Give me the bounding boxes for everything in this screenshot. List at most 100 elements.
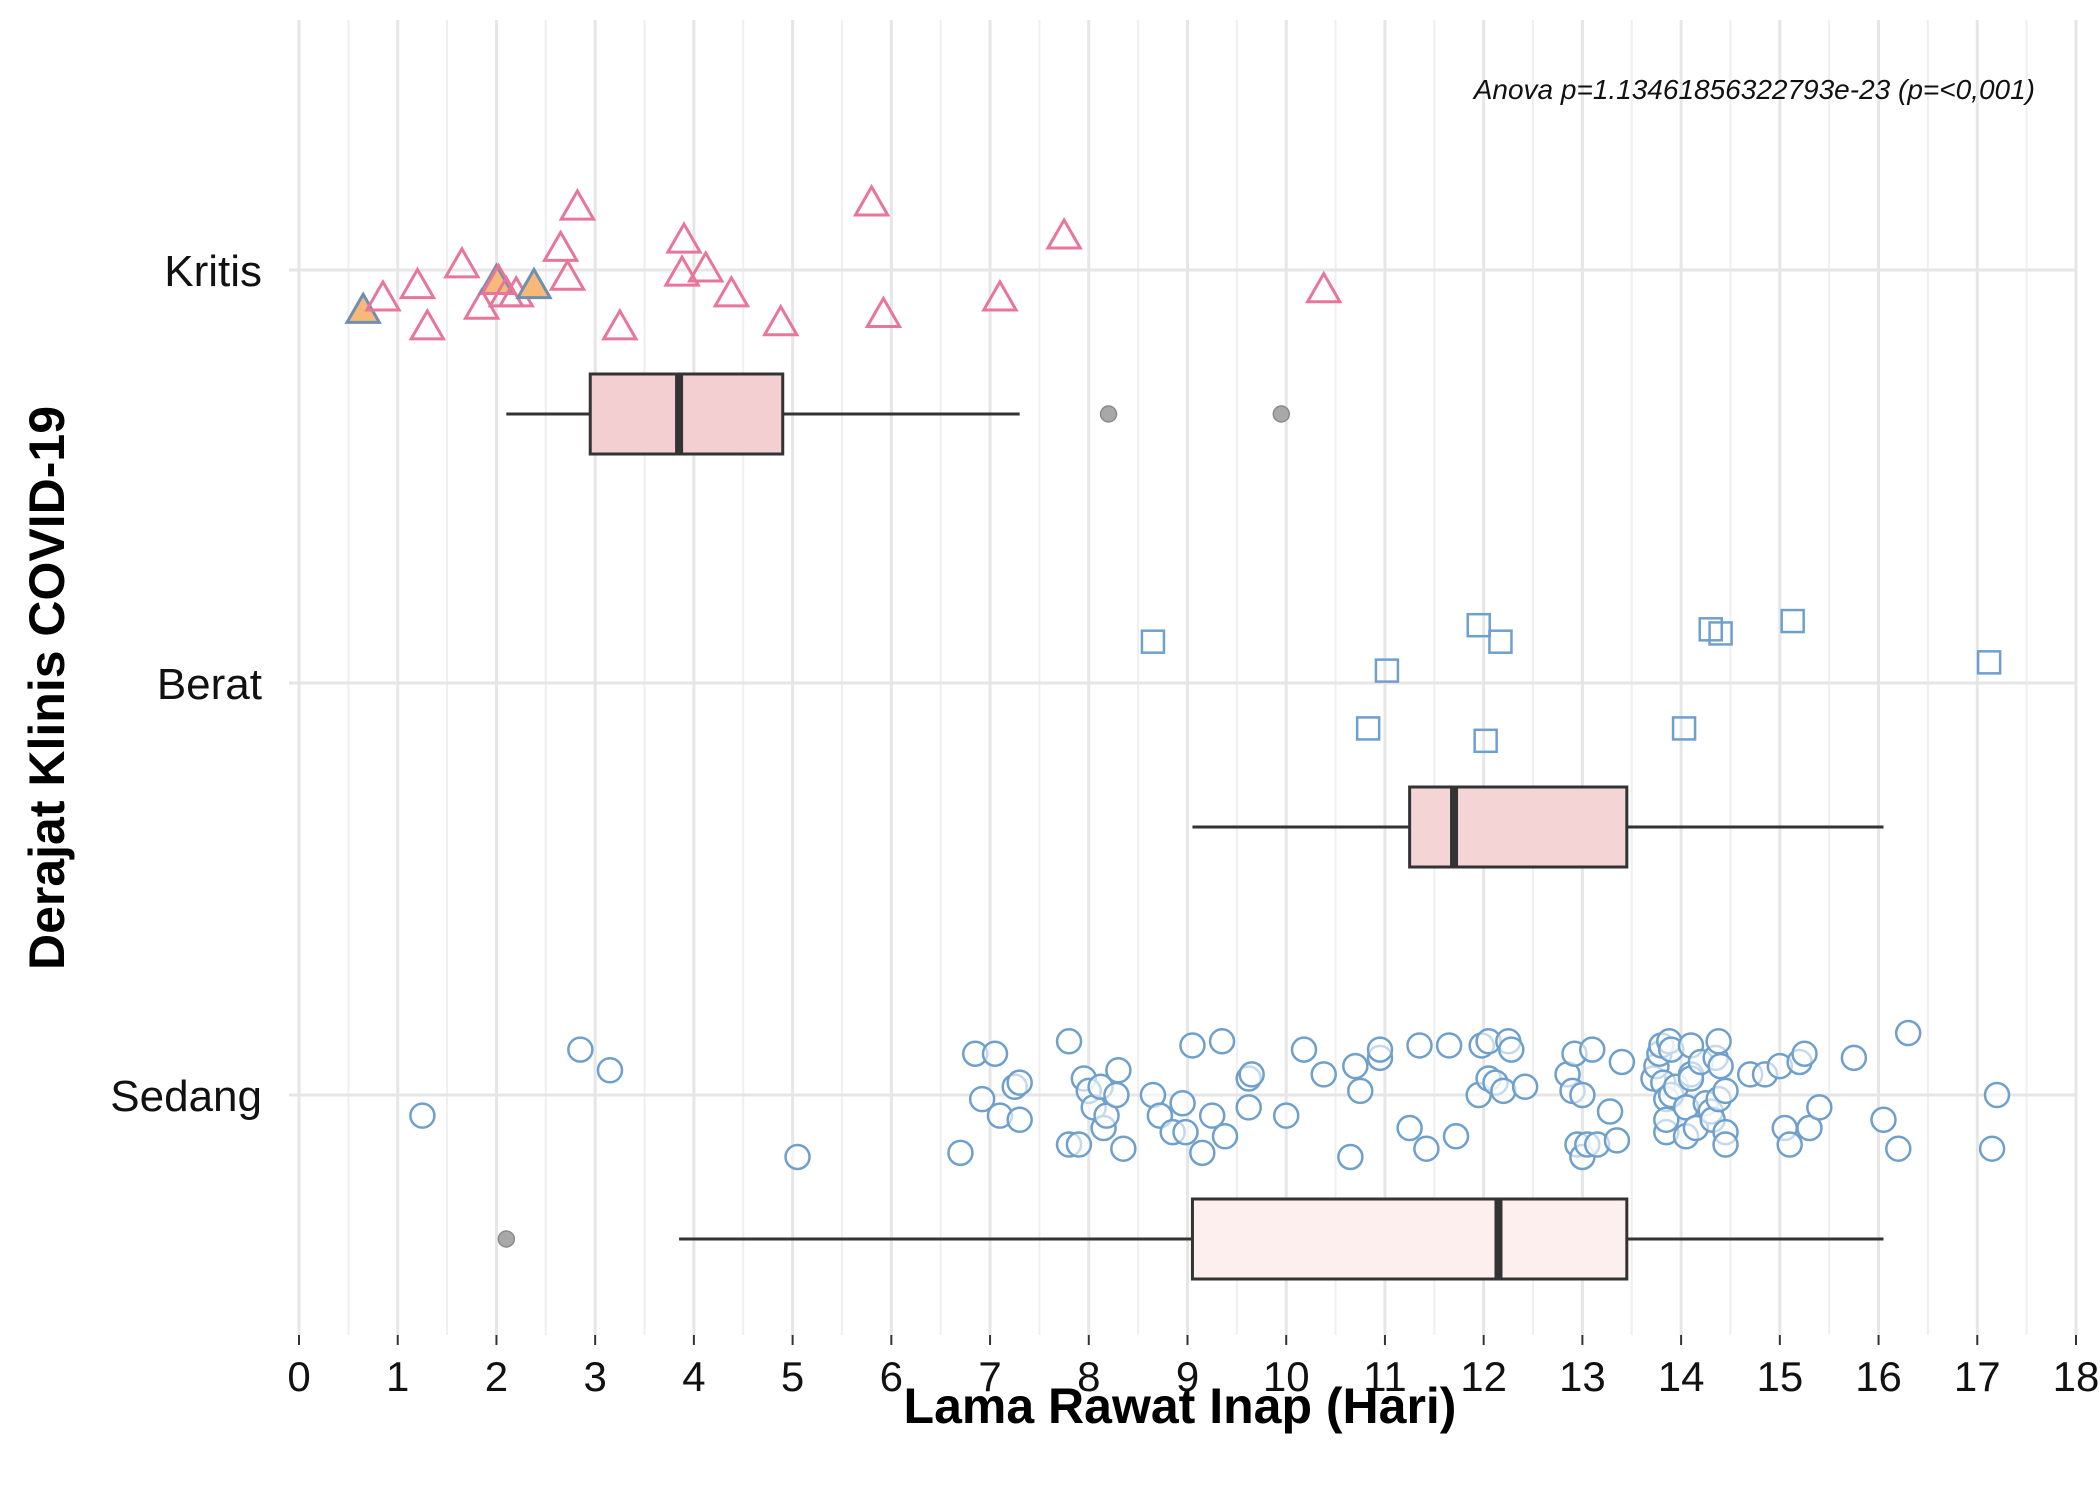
circle-point — [1006, 1069, 1033, 1096]
circle-point — [1983, 1081, 2011, 1109]
circle-point — [1396, 1114, 1423, 1142]
circle-point — [1347, 1077, 1374, 1105]
circle-point — [1211, 1123, 1239, 1150]
circle-point — [1406, 1032, 1433, 1059]
axis-ticks: 0 1 2 3 4 5 6 7 8 9 10 11 12 13 14 15 16 17 18 — [287, 1335, 2099, 1400]
circle-point — [1110, 1135, 1137, 1162]
x-tick-label: 9 — [1176, 1353, 1199, 1400]
circle-point — [1366, 1036, 1394, 1063]
box-iqr — [588, 372, 785, 456]
triangle-point — [548, 258, 587, 291]
x-tick-label: 14 — [1658, 1353, 1705, 1400]
circle-point — [1840, 1044, 1868, 1072]
square-point — [1473, 728, 1498, 754]
square-point — [1780, 608, 1805, 634]
circle-point — [1653, 1106, 1680, 1134]
y-tick-label: Kritis — [164, 247, 262, 296]
triangle-point — [443, 245, 481, 279]
x-tick-label: 13 — [1559, 1353, 1606, 1400]
triangle-point — [558, 188, 597, 221]
circle-point — [1337, 1143, 1364, 1171]
circle-point — [567, 1036, 594, 1063]
x-axis-title: Lama Rawat Inap (Hari) — [904, 1378, 1457, 1434]
x-tick-label: 5 — [781, 1353, 804, 1400]
x-tick-label: 8 — [1077, 1353, 1100, 1400]
circle-point — [596, 1056, 624, 1084]
circle-point — [1511, 1073, 1539, 1100]
x-tick-label: 6 — [880, 1353, 903, 1400]
y-tick-label: Berat — [157, 660, 262, 709]
circle-point — [409, 1102, 436, 1129]
outlier-point — [1099, 405, 1118, 423]
circle-point — [968, 1085, 996, 1113]
square-point — [1708, 621, 1733, 646]
circle-point — [1290, 1036, 1318, 1063]
circle-point — [1894, 1019, 1922, 1047]
circle-point — [1006, 1106, 1033, 1134]
square-point — [1466, 612, 1491, 638]
circle-point — [1065, 1131, 1093, 1158]
circle-point — [1172, 1118, 1199, 1146]
x-tick-label: 2 — [485, 1353, 508, 1400]
x-tick-label: 1 — [386, 1353, 409, 1400]
circle-point — [1806, 1094, 1833, 1121]
circle-point — [1978, 1135, 2006, 1162]
circle-point — [1885, 1135, 1912, 1162]
circle-point — [1198, 1102, 1226, 1129]
circle-point — [1712, 1131, 1739, 1158]
circle-point — [1105, 1056, 1132, 1084]
circle-point — [1169, 1090, 1196, 1117]
x-tick-label: 0 — [287, 1353, 310, 1400]
anova-annotation: Anova p=1.13461856322793e-23 (p=<0,001) — [1472, 74, 2035, 105]
circle-point — [1498, 1036, 1525, 1063]
box-iqr — [1408, 785, 1629, 869]
circle-point — [1705, 1028, 1732, 1055]
square-point — [1671, 716, 1697, 741]
circle-point — [1189, 1139, 1216, 1167]
triangle-point-highlight — [344, 291, 382, 324]
circle-point — [1103, 1081, 1130, 1109]
x-tick-label: 11 — [1363, 1353, 1407, 1400]
circle-point — [784, 1143, 811, 1171]
x-tick-label: 7 — [978, 1353, 1001, 1400]
circle-point — [1707, 1052, 1734, 1080]
triangle-point — [981, 278, 1019, 312]
circle-point — [1055, 1028, 1083, 1055]
circle-point — [1608, 1048, 1636, 1076]
x-tick-label: 10 — [1263, 1353, 1310, 1400]
triangle-point-highlight — [515, 266, 553, 300]
y-tick-label: Sedang — [110, 1072, 262, 1121]
circle-point — [1272, 1102, 1300, 1129]
circle-point — [1569, 1081, 1596, 1109]
circle-point — [947, 1139, 974, 1167]
x-tick-label: 4 — [682, 1353, 705, 1400]
x-tick-label: 3 — [583, 1353, 606, 1400]
square-point — [1976, 650, 2002, 675]
triangle-point — [601, 307, 639, 341]
square-point — [1355, 716, 1381, 741]
circle-point — [1776, 1131, 1803, 1158]
triangle-point — [663, 254, 701, 287]
triangle-point — [398, 266, 437, 300]
x-tick-label: 17 — [1954, 1353, 2001, 1400]
circle-point — [1712, 1077, 1739, 1105]
x-tick-label: 18 — [2053, 1353, 2100, 1400]
x-tick-label: 12 — [1460, 1353, 1507, 1400]
square-point — [1488, 629, 1513, 654]
circle-point — [1413, 1135, 1440, 1162]
circle-point — [1596, 1098, 1624, 1125]
triangle-point — [686, 249, 725, 283]
circle-point — [1238, 1061, 1265, 1088]
triangle-point — [712, 274, 751, 308]
triangle-point — [852, 183, 891, 217]
circle-point — [1310, 1061, 1337, 1088]
circle-point — [1579, 1036, 1606, 1063]
triangle-point — [1045, 216, 1083, 250]
circle-point — [1179, 1032, 1206, 1059]
data-points — [344, 183, 2011, 1171]
square-point — [1140, 629, 1166, 654]
square-point — [1374, 658, 1400, 683]
boxplots — [497, 372, 1884, 1281]
circle-point — [1235, 1094, 1262, 1121]
